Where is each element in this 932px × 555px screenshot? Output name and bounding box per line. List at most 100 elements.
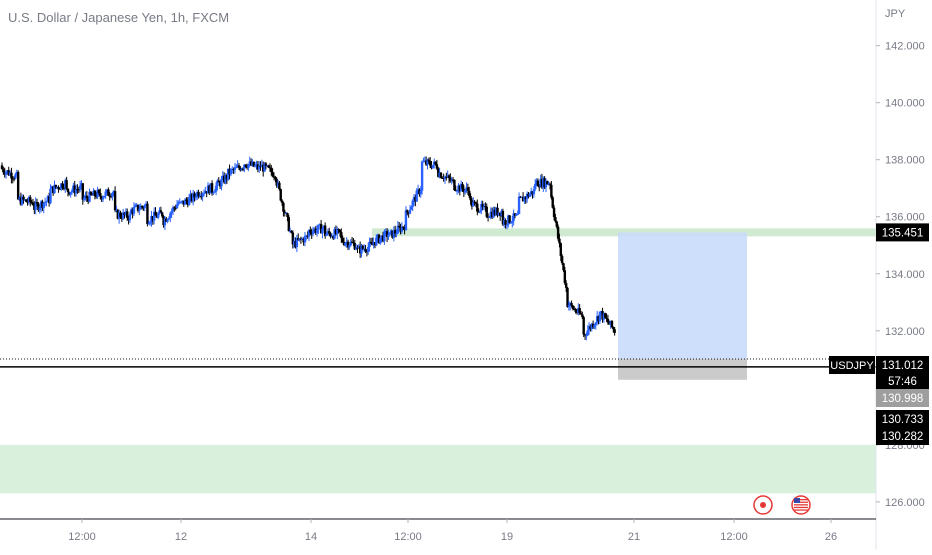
candle-body [396, 225, 400, 234]
candle-body [547, 183, 550, 185]
candle-body [466, 187, 470, 191]
candle [213, 189, 216, 193]
candle [520, 196, 523, 198]
candle-body [352, 242, 355, 244]
candle-body [247, 164, 250, 169]
candle [609, 320, 612, 329]
candle [170, 208, 173, 218]
candle-body [453, 179, 456, 191]
candle-body [404, 210, 408, 231]
candle [577, 303, 580, 316]
candle [590, 322, 593, 332]
level-b-price-label: 130.282 [876, 427, 929, 445]
candle-body [350, 241, 354, 243]
candle-body [173, 207, 176, 209]
candle [376, 233, 379, 243]
candle-body [426, 159, 429, 165]
candle-body [185, 199, 188, 202]
candle [151, 215, 155, 225]
candle [4, 170, 8, 179]
candle [282, 201, 285, 217]
candle [309, 226, 312, 236]
current-price-label-bg [876, 356, 929, 374]
us-flag-icon [791, 495, 811, 515]
candle [307, 229, 311, 241]
candle-body [20, 196, 24, 205]
candle-body [321, 228, 324, 234]
candle [174, 204, 177, 211]
candle-body [532, 189, 536, 195]
candle-body [438, 172, 441, 177]
candle-body [147, 223, 150, 225]
candle [62, 183, 66, 191]
candle [540, 173, 544, 189]
candle [451, 177, 455, 183]
candle [344, 241, 347, 247]
candle-body [0, 165, 4, 170]
candle [61, 180, 64, 190]
candle-body [520, 196, 523, 198]
candle-body [481, 204, 484, 208]
candle [535, 178, 538, 186]
candle-body [411, 200, 414, 207]
candle-body [604, 313, 607, 318]
candle-body [496, 207, 499, 216]
candle-body [423, 160, 426, 162]
candle [500, 208, 503, 217]
candle-body [593, 324, 596, 328]
candle [175, 200, 179, 209]
candle [504, 218, 507, 229]
candle-body [253, 165, 257, 167]
candle-body [369, 241, 373, 243]
candle [14, 172, 17, 180]
candle [128, 211, 132, 223]
candle-body [241, 168, 245, 170]
candle [442, 173, 445, 182]
candle-body [76, 189, 79, 191]
candle [217, 177, 220, 183]
candle-body [582, 317, 585, 335]
candle [119, 210, 122, 219]
candle [96, 186, 99, 200]
candle [542, 176, 545, 193]
candle-body [268, 167, 272, 169]
candle [395, 229, 398, 238]
candle-body [463, 189, 467, 193]
candle-body [472, 201, 475, 207]
candle-body [412, 197, 416, 201]
candle-body [197, 192, 200, 197]
candle-body [80, 183, 83, 186]
candle [73, 180, 76, 197]
candle-body [587, 326, 591, 331]
candle [480, 200, 483, 215]
candle [276, 179, 280, 189]
candle [315, 224, 319, 237]
record-circle-dot [760, 502, 766, 508]
candle [338, 229, 342, 237]
candle-body [222, 175, 226, 183]
resistance-price-label-text: 135.451 [882, 227, 924, 239]
candle [503, 216, 506, 228]
candle [135, 203, 138, 207]
candle-body [581, 314, 584, 318]
candle [45, 200, 48, 207]
candle-body [511, 220, 514, 223]
candle [88, 188, 91, 203]
candle [179, 201, 183, 205]
candle-body [43, 202, 47, 204]
candle-body [357, 246, 361, 249]
candle-body [60, 183, 63, 189]
candle [104, 189, 107, 199]
candle [19, 192, 23, 206]
candle [181, 200, 184, 204]
candle [22, 194, 25, 204]
candle [270, 164, 273, 176]
candle [404, 206, 408, 231]
candle [10, 167, 13, 184]
candle [103, 195, 106, 198]
candle-body [605, 317, 608, 319]
candle [481, 200, 484, 211]
candle [431, 164, 435, 169]
